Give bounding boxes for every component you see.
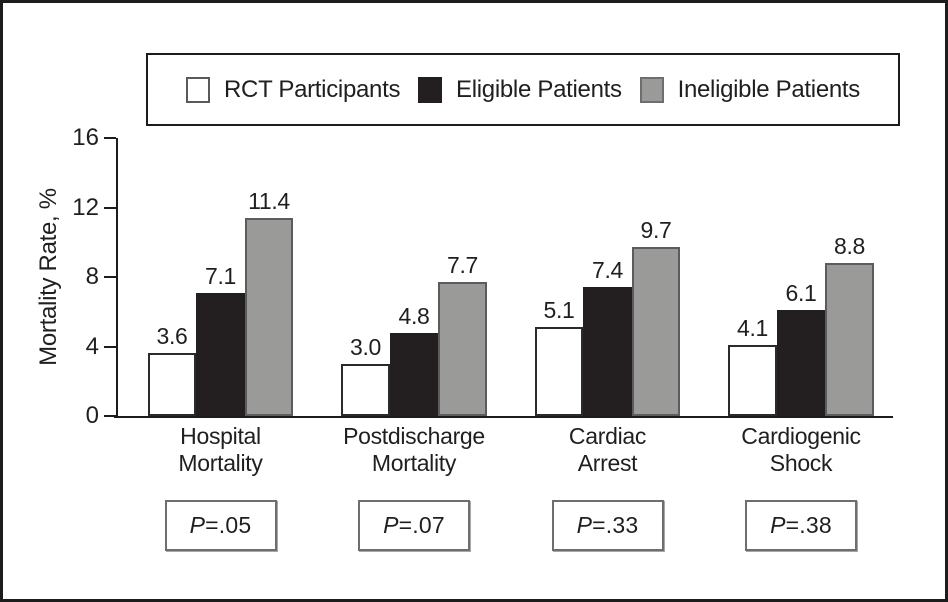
legend-swatch-black-icon (418, 76, 443, 103)
bar (776, 310, 826, 416)
y-tick-label: 12 (72, 193, 99, 221)
p-value-text: P=.38 (770, 512, 832, 538)
y-tick (104, 137, 116, 139)
bar-value-label: 7.1 (204, 262, 237, 289)
bar-value-label: 5.1 (543, 297, 575, 324)
bar (534, 327, 584, 416)
bar-value-label: 4.8 (398, 302, 430, 329)
y-tick-label: 16 (72, 124, 99, 151)
bar-value-label: 4.1 (736, 314, 769, 341)
bar-value-label: 11.4 (248, 187, 290, 214)
bar-value-label: 9.7 (640, 217, 672, 244)
bar-value-label: 8.8 (833, 233, 866, 260)
y-axis-line (116, 138, 118, 418)
y-tick-label: 4 (85, 332, 99, 360)
p-value-box: P=.38 (745, 500, 857, 551)
bar-value-label: 3.6 (156, 323, 188, 350)
p-value-text: P=.33 (576, 512, 639, 538)
category-label: Cardiogenic Shock (741, 423, 861, 476)
y-tick (104, 206, 116, 209)
bar (244, 217, 294, 416)
legend-label-ineligible-patients: Ineligible Patients (677, 75, 861, 103)
p-value-text: P=.07 (383, 512, 445, 538)
p-value-box: P=.07 (358, 500, 470, 551)
y-tick (104, 345, 116, 348)
category-label: Hospital Mortality (178, 423, 263, 476)
y-tick (104, 276, 116, 278)
bar (825, 263, 874, 416)
p-value-box: P=.33 (551, 500, 664, 551)
bar-value-label: 7.7 (446, 252, 479, 279)
y-tick-label: 8 (85, 263, 99, 290)
legend-item-eligible-patients: Eligible Patients (418, 76, 622, 104)
bar-value-label: 3.0 (349, 333, 382, 360)
y-tick (104, 415, 116, 417)
legend-item-ineligible-patients: Ineligible Patients (639, 75, 861, 104)
legend-swatch-gray-icon (639, 76, 664, 103)
legend-item-rct-participants: RCT Participants (186, 76, 400, 104)
legend: RCT Participants Eligible Patients Ineli… (146, 53, 900, 126)
category-label: Postdischarge Mortality (343, 423, 485, 476)
bar (147, 353, 197, 416)
bar (438, 282, 487, 416)
bar (631, 247, 681, 416)
bar-value-label: 6.1 (785, 280, 817, 306)
y-tick-label: 0 (85, 402, 99, 429)
legend-swatch-white-icon (186, 76, 210, 103)
p-value-box: P=.05 (164, 500, 277, 551)
category-label: Cardiac Arrest (568, 423, 647, 476)
bar (728, 344, 777, 416)
bar (583, 287, 632, 416)
legend-label-eligible-patients: Eligible Patients (456, 75, 622, 103)
bar (196, 292, 245, 416)
bar-value-label: 7.4 (591, 257, 624, 284)
legend-label-rct-participants: RCT Participants (224, 75, 401, 103)
bar (389, 332, 439, 416)
bar (341, 363, 390, 416)
x-axis-line (114, 416, 893, 418)
p-value-text: P=.05 (189, 512, 252, 538)
